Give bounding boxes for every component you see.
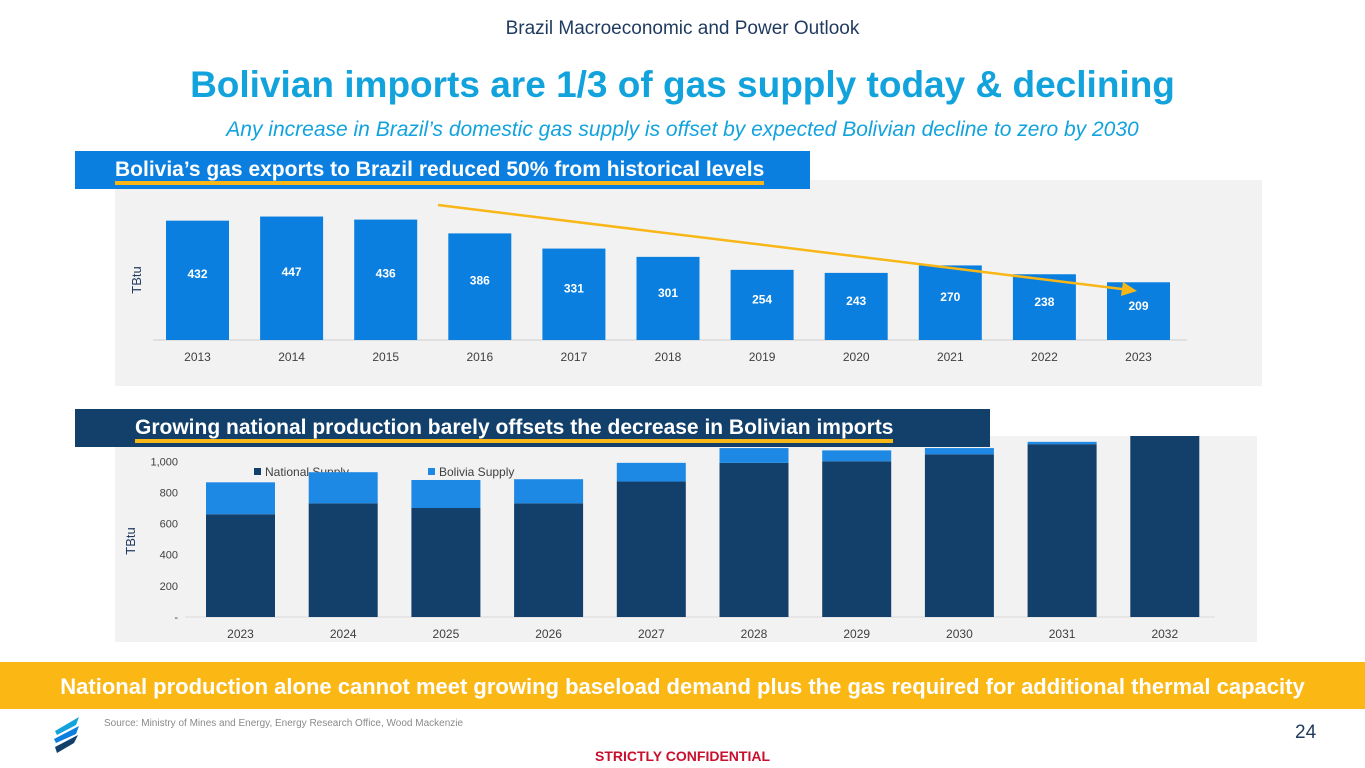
bar-national-2027	[616, 481, 686, 617]
bar-bolivia-2027	[616, 462, 686, 482]
x-tick-2016: 2016	[466, 350, 493, 364]
confidential-label: STRICTLY CONFIDENTIAL	[594, 748, 770, 764]
y-tick-1: 200	[160, 581, 178, 593]
x-tick-2029: 2029	[843, 627, 870, 641]
banner-bolivia-exports-label: Bolivia’s gas exports to Brazil reduced …	[115, 158, 765, 185]
data-label-2022: 238	[1034, 295, 1054, 309]
x-tick-2028: 2028	[741, 627, 768, 641]
bar-national-2024	[308, 503, 378, 617]
bar-2013	[166, 220, 229, 340]
page-number: 24	[1295, 722, 1317, 743]
bar-national-2031	[1027, 444, 1097, 617]
data-label-2023: 209	[1128, 299, 1148, 313]
data-label-2016: 386	[470, 274, 490, 288]
x-tick-2023: 2023	[1125, 350, 1152, 364]
trend-arrow-head	[1121, 282, 1137, 296]
x-tick-2022: 2022	[1031, 350, 1058, 364]
bar-national-2023	[206, 514, 275, 617]
bar-bolivia-2025	[411, 479, 481, 509]
x-tick-2027: 2027	[638, 627, 665, 641]
x-tick-2026: 2026	[535, 627, 562, 641]
x-tick-2014: 2014	[278, 350, 305, 364]
banner-national-production-label: Growing national production barely offse…	[135, 416, 894, 443]
x-tick-2015: 2015	[372, 350, 399, 364]
company-logo-icon	[54, 717, 79, 753]
bolivia-exports-chart: TBtu 432 2013 447 2014 436 2015 386 2016 331 2017 3…	[129, 203, 1187, 364]
legend-swatch-0	[254, 468, 261, 475]
bar-bolivia-2024	[308, 472, 378, 504]
x-tick-2021: 2021	[937, 350, 964, 364]
y-tick-0: -	[174, 612, 178, 624]
x-tick-2030: 2030	[946, 627, 973, 641]
banner-national-production: Growing national production barely offse…	[75, 409, 990, 447]
source-note: Source: Ministry of Mines and Energy, En…	[104, 718, 464, 729]
bar-bolivia-2029	[822, 450, 892, 462]
trend-arrow	[437, 203, 1131, 292]
bar-2015	[354, 219, 418, 340]
bar-national-2032	[1130, 436, 1200, 617]
bar-2021	[918, 265, 982, 340]
banner-bolivia-exports: Bolivia’s gas exports to Brazil reduced …	[75, 151, 810, 189]
page-subtitle: Any increase in Brazil’s domestic gas su…	[226, 118, 1139, 141]
data-label-2015: 436	[376, 266, 396, 280]
page-title: Bolivian imports are 1/3 of gas supply t…	[190, 64, 1175, 105]
conclusion-band: National production alone cannot meet gr…	[0, 662, 1365, 709]
data-label-2021: 270	[940, 290, 960, 304]
x-tick-2032: 2032	[1151, 627, 1178, 641]
bar-bolivia-2023	[206, 482, 275, 515]
x-tick-2019: 2019	[749, 350, 776, 364]
bar-national-2025	[411, 508, 481, 617]
y-tick-6: 1,200	[150, 436, 178, 437]
legend-label-1: Bolivia Supply	[439, 465, 514, 479]
y-axis-label: TBtu	[123, 527, 138, 554]
bar-2018	[636, 256, 700, 340]
x-tick-2020: 2020	[843, 350, 870, 364]
bar-2014	[260, 216, 324, 340]
data-label-2019: 254	[752, 293, 772, 307]
x-tick-2024: 2024	[330, 627, 357, 641]
data-label-2013: 432	[187, 267, 207, 281]
x-tick-2025: 2025	[433, 627, 460, 641]
bar-national-2029	[822, 461, 892, 617]
x-tick-2023: 2023	[227, 627, 254, 641]
y-tick-3: 600	[160, 519, 178, 531]
data-label-2014: 447	[282, 265, 302, 279]
y-axis-label: TBtu	[129, 266, 144, 293]
y-tick-5: 1,000	[150, 456, 178, 468]
x-tick-2013: 2013	[184, 350, 211, 364]
data-label-2018: 301	[658, 286, 678, 300]
bar-bolivia-2030	[924, 448, 994, 455]
data-label-2020: 243	[846, 294, 866, 308]
bar-2020	[824, 272, 888, 340]
bar-2023	[1107, 282, 1170, 340]
x-tick-2017: 2017	[561, 350, 588, 364]
y-tick-4: 800	[160, 487, 178, 499]
bar-bolivia-2028	[719, 448, 789, 463]
bar-bolivia-2031	[1027, 441, 1097, 445]
bar-2022	[1012, 274, 1076, 340]
legend-swatch-1	[428, 468, 435, 475]
bar-2016	[448, 233, 512, 340]
bar-national-2028	[719, 462, 789, 617]
bar-national-2030	[924, 454, 994, 617]
bar-bolivia-2026	[514, 479, 584, 504]
x-tick-2031: 2031	[1049, 627, 1076, 641]
bar-national-2026	[514, 503, 584, 617]
bar-2017	[542, 248, 606, 340]
bar-2019	[730, 269, 794, 340]
data-label-2017: 331	[564, 281, 584, 295]
y-tick-2: 400	[160, 550, 178, 562]
gas-supply-chart: -2004006008001,0001,2001,400TBtuNational…	[123, 436, 1215, 641]
x-tick-2018: 2018	[655, 350, 682, 364]
section-title: Brazil Macroeconomic and Power Outlook	[505, 18, 860, 39]
